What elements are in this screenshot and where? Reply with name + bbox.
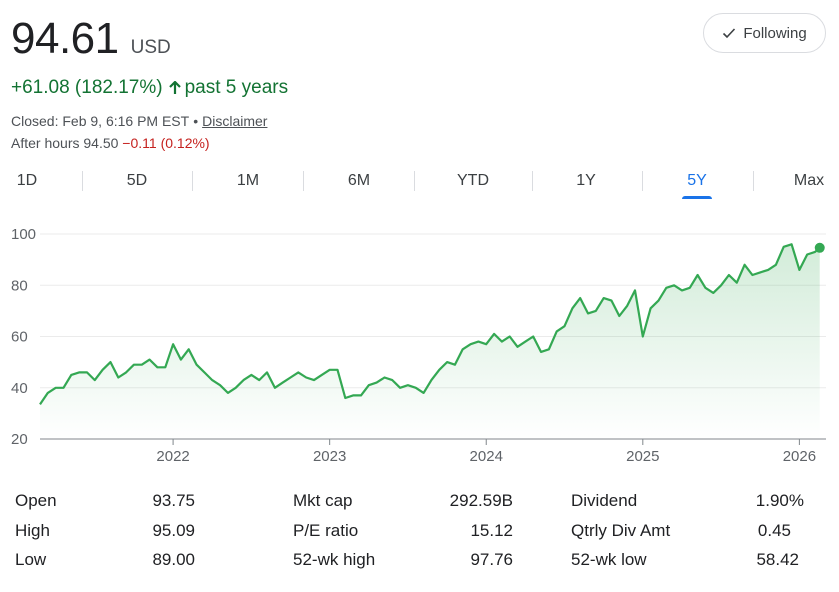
price-header: 94.61 USD xyxy=(11,14,171,64)
tab-divider xyxy=(192,171,193,191)
tab-1y[interactable]: 1Y xyxy=(576,172,596,189)
x-tick-label: 2026 xyxy=(783,448,816,465)
stat-value-open: 93.75 xyxy=(152,491,195,510)
x-tick-label: 2023 xyxy=(313,448,346,465)
y-tick-label: 100 xyxy=(11,226,36,243)
stat-label-mkt-cap: Mkt cap xyxy=(293,491,353,510)
x-tick-label: 2024 xyxy=(470,448,503,465)
tab-divider xyxy=(82,171,83,191)
currency-label: USD xyxy=(130,37,171,58)
last-price-marker xyxy=(814,242,825,253)
stat-value-52wk-high: 97.76 xyxy=(470,550,513,569)
active-tab-indicator xyxy=(682,196,712,199)
tab-max[interactable]: Max xyxy=(793,172,825,189)
after-hours-label: After hours 94.50 xyxy=(11,135,119,151)
closed-info: Closed: Feb 9, 6:16 PM EST • Disclaimer xyxy=(11,113,267,129)
tab-divider xyxy=(303,171,304,191)
checkmark-icon xyxy=(723,28,736,39)
x-tick-label: 2025 xyxy=(626,448,659,465)
tab-divider xyxy=(532,171,533,191)
closed-text: Closed: Feb 9, 6:16 PM EST xyxy=(11,113,190,129)
price-change: +61.08 (182.17%) past 5 years xyxy=(11,77,288,99)
current-price: 94.61 xyxy=(11,14,119,63)
stat-value-52wk-low: 58.42 xyxy=(756,550,799,569)
following-button[interactable]: Following xyxy=(703,13,826,53)
after-hours-info: After hours 94.50 −0.11 (0.12%) xyxy=(11,135,210,151)
stat-value-mkt-cap: 292.59B xyxy=(449,491,513,510)
following-label: Following xyxy=(743,24,807,42)
price-chart[interactable]: 100 80 60 40 20 2022 2023 2024 2025 2026 xyxy=(0,218,839,470)
stat-label-open: Open xyxy=(15,491,57,510)
stat-label-52wk-low: 52-wk low xyxy=(571,550,647,569)
stat-value-high: 95.09 xyxy=(152,521,195,540)
y-tick-label: 40 xyxy=(11,380,28,397)
y-axis-labels: 100 80 60 40 20 xyxy=(11,226,36,448)
y-tick-label: 80 xyxy=(11,277,28,294)
stat-label-qtrly-div: Qtrly Div Amt xyxy=(571,521,671,540)
stat-value-qtrly-div: 0.45 xyxy=(757,521,791,540)
change-amount: +61.08 (182.17%) xyxy=(11,77,163,98)
change-period: past 5 years xyxy=(184,77,289,98)
after-hours-change: −0.11 (0.12%) xyxy=(122,135,210,151)
stat-label-52wk-high: 52-wk high xyxy=(293,550,376,569)
stat-label-high: High xyxy=(15,521,50,540)
tab-divider xyxy=(414,171,415,191)
tab-1m[interactable]: 1M xyxy=(236,172,260,189)
arrow-up-icon xyxy=(168,81,181,95)
stat-value-dividend: 1.90% xyxy=(755,491,804,510)
stat-value-low: 89.00 xyxy=(152,550,195,569)
tab-5y[interactable]: 5Y xyxy=(687,172,707,189)
x-tick-label: 2022 xyxy=(156,448,189,465)
price-area-fill xyxy=(40,244,820,439)
stat-label-low: Low xyxy=(15,550,47,569)
tab-divider xyxy=(753,171,754,191)
separator-dot: • xyxy=(193,113,199,129)
price-line xyxy=(39,243,821,406)
disclaimer-link[interactable]: Disclaimer xyxy=(202,113,268,129)
stat-value-pe-ratio: 15.12 xyxy=(470,521,513,540)
y-tick-label: 20 xyxy=(11,431,28,448)
tab-5d[interactable]: 5D xyxy=(126,172,148,189)
stat-label-pe-ratio: P/E ratio xyxy=(293,521,359,540)
tab-divider xyxy=(642,171,643,191)
tab-ytd[interactable]: YTD xyxy=(457,172,489,189)
tab-1d[interactable]: 1D xyxy=(16,172,38,189)
range-tabs: 1D 5D 1M 6M YTD 1Y 5Y Max xyxy=(0,164,839,200)
x-axis-labels: 2022 2023 2024 2025 2026 xyxy=(156,439,816,465)
tab-6m[interactable]: 6M xyxy=(347,172,371,189)
y-tick-label: 60 xyxy=(11,329,28,346)
stat-label-dividend: Dividend xyxy=(571,491,638,510)
